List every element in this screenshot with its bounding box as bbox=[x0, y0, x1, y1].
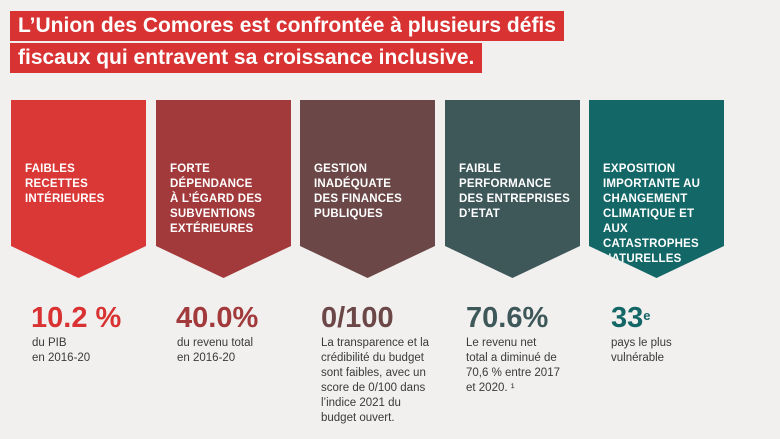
stat-description: pays le plus vulnérable bbox=[611, 337, 672, 364]
stat-value: 33e bbox=[611, 302, 651, 334]
title-line-2: fiscaux qui entravent sa croissance incl… bbox=[10, 43, 483, 73]
challenge-card-finances: GESTION INADÉQUATE DES FINANCES PUBLIQUE… bbox=[300, 100, 435, 278]
challenge-card-recettes: FAIBLES RECETTES INTÉRIEURES bbox=[11, 100, 146, 278]
stat-value: 70.6% bbox=[466, 302, 548, 334]
stat-number: 40.0% bbox=[176, 302, 259, 334]
stat-value: 40.0% bbox=[176, 302, 258, 334]
stat-number: 33 bbox=[611, 302, 644, 334]
stat-description: du PIB en 2016-20 bbox=[32, 337, 91, 364]
challenge-card-entreprises: FAIBLE PERFORMANCE DES ENTREPRISES D’ETA… bbox=[445, 100, 580, 278]
stat-description: La transparence et la crédibilité du bud… bbox=[321, 337, 430, 424]
card-label: FORTE DÉPENDANCE À L’ÉGARD DES SUBVENTIO… bbox=[170, 163, 263, 235]
stat-description: du revenu total en 2016-20 bbox=[177, 337, 254, 364]
stat-number: 10.2 % bbox=[31, 302, 122, 334]
stat-number: 0/100 bbox=[321, 302, 394, 334]
card-label: FAIBLE PERFORMANCE DES ENTREPRISES D’ETA… bbox=[459, 163, 570, 220]
stat-value: 0/100 bbox=[321, 302, 394, 334]
card-label: EXPOSITION IMPORTANTE AU CHANGEMENT CLIM… bbox=[603, 163, 701, 265]
stat-superscript: e bbox=[643, 308, 651, 323]
stat-description: Le revenu net total a diminué de 70,6 % … bbox=[466, 337, 560, 394]
stat-number: 70.6% bbox=[466, 302, 549, 334]
card-label: GESTION INADÉQUATE DES FINANCES PUBLIQUE… bbox=[314, 163, 403, 220]
challenge-card-subventions: FORTE DÉPENDANCE À L’ÉGARD DES SUBVENTIO… bbox=[156, 100, 291, 278]
title-line-1: L’Union des Comores est confrontée à plu… bbox=[10, 11, 564, 41]
challenge-card-climat: EXPOSITION IMPORTANTE AU CHANGEMENT CLIM… bbox=[589, 100, 724, 278]
card-label: FAIBLES RECETTES INTÉRIEURES bbox=[25, 163, 105, 205]
stat-value: 10.2 % bbox=[31, 302, 121, 334]
